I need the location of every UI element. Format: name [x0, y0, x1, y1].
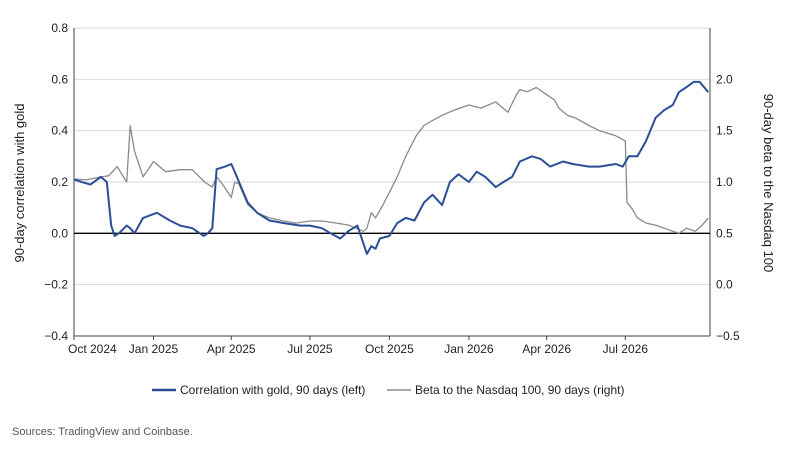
left-tick-label: 0.0 [51, 226, 68, 240]
x-tick-label: Oct 2025 [365, 342, 414, 356]
x-axis: Oct 2024 Jan 2025 Apr 2025 Jul 2025 Oct 2025… [68, 336, 648, 356]
right-tick-label: 0.5 [716, 226, 733, 240]
right-tick-label: 2.0 [716, 72, 733, 86]
right-axis-title: 90-day beta to the Nasdaq 100 [761, 94, 776, 273]
x-tick-label: Jan 2025 [129, 342, 179, 356]
legend: Correlation with gold, 90 days (left) Be… [152, 383, 624, 397]
left-tick-label: −0.2 [44, 278, 68, 292]
series-line-beta [73, 86, 709, 234]
x-tick-label: Jan 2026 [444, 342, 494, 356]
series-lines [73, 80, 710, 255]
legend-label-correlation: Correlation with gold, 90 days (left) [180, 383, 365, 397]
left-tick-label: 0.8 [51, 21, 68, 35]
right-tick-label: 0.0 [716, 278, 733, 292]
grid-lines [74, 27, 710, 337]
source-note: Sources: TradingView and Coinbase. [12, 426, 193, 438]
x-tick-label: Apr 2026 [522, 342, 571, 356]
right-tick-label: 1.0 [716, 175, 733, 189]
left-y-axis: 0.8 0.6 0.4 0.2 0.0 −0.2 −0.4 [44, 21, 68, 343]
legend-label-beta: Beta to the Nasdaq 100, 90 days (right) [415, 383, 624, 397]
left-tick-label: 0.6 [51, 72, 68, 86]
x-tick-label: Jul 2025 [287, 342, 333, 356]
right-tick-label: 1.5 [716, 124, 733, 138]
right-tick-label: −0.5 [716, 329, 740, 343]
left-tick-label: −0.4 [44, 329, 68, 343]
x-tick-label: Jul 2026 [603, 342, 649, 356]
x-tick-label: Apr 2025 [207, 342, 256, 356]
right-y-axis: 2.0 1.5 1.0 0.5 0.0 −0.5 [716, 72, 740, 343]
series-line-correlation [73, 80, 710, 255]
left-tick-label: 0.2 [51, 175, 68, 189]
left-tick-label: 0.4 [51, 124, 68, 138]
x-tick-label: Oct 2024 [68, 342, 117, 356]
left-axis-title: 90-day correlation with gold [12, 104, 27, 263]
